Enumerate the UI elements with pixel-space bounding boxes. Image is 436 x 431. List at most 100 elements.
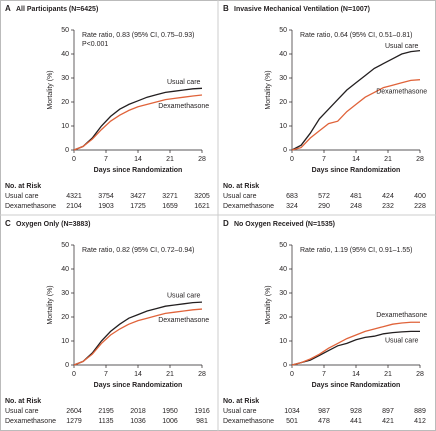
risk-value: 324 [286,203,298,210]
risk-row-label: Dexamethasone [223,418,274,425]
y-tick-label: 40 [279,266,287,273]
risk-value: 1903 [98,203,114,210]
y-axis-label: Mortality (%) [265,285,272,324]
panel-label: C [5,219,11,228]
x-tick-label: 7 [104,156,108,163]
risk-value: 1621 [194,203,210,210]
y-tick-label: 0 [283,147,287,154]
annotation: Rate ratio, 0.64 (95% CI, 0.51–0.81) [300,32,412,39]
risk-value: 1036 [130,418,146,425]
risk-value: 928 [350,408,362,415]
risk-value: 889 [414,408,426,415]
y-tick-label: 50 [279,242,287,249]
y-tick-label: 50 [279,27,287,34]
series-label: Usual care [167,293,201,300]
risk-value: 400 [414,193,426,200]
risk-value: 987 [318,408,330,415]
y-tick-label: 0 [65,147,69,154]
y-tick-label: 20 [61,314,69,321]
x-tick-label: 0 [290,156,294,163]
series-label: Usual care [385,43,419,50]
risk-row-label: Usual care [5,193,39,200]
risk-value: 2018 [130,408,146,415]
y-tick-label: 10 [279,338,287,345]
risk-value: 4321 [66,193,82,200]
risk-table-title: No. at Risk [223,183,259,190]
risk-value: 2195 [98,408,114,415]
y-tick-label: 30 [61,290,69,297]
risk-row-label: Dexamethasone [223,203,274,210]
x-tick-label: 28 [198,156,206,163]
annotation: Rate ratio, 1.19 (95% CI, 0.91–1.55) [300,247,412,254]
annotation: Rate ratio, 0.82 (95% CI, 0.72–0.94) [82,247,194,254]
y-tick-label: 20 [61,99,69,106]
risk-value: 290 [318,203,330,210]
risk-value: 1725 [130,203,146,210]
x-tick-label: 14 [352,156,360,163]
risk-value: 232 [382,203,394,210]
series-label: Dexamethasone [376,312,427,319]
x-tick-label: 21 [166,156,174,163]
risk-value: 897 [382,408,394,415]
panel-label: B [223,4,229,13]
risk-value: 981 [196,418,208,425]
risk-value: 3271 [162,193,178,200]
risk-value: 424 [382,193,394,200]
risk-value: 1279 [66,418,82,425]
annotation: P<0.001 [82,41,108,48]
risk-value: 1950 [162,408,178,415]
y-tick-label: 10 [61,123,69,130]
risk-value: 2604 [66,408,82,415]
y-tick-label: 10 [61,338,69,345]
y-tick-label: 50 [61,242,69,249]
survival-curve [73,87,203,151]
series-label: Dexamethasone [158,317,209,324]
x-axis-label: Days since Randomization [312,167,401,174]
y-tick-label: 30 [61,75,69,82]
x-axis-label: Days since Randomization [94,382,183,389]
y-axis-label: Mortality (%) [47,70,54,109]
survival-curve [73,308,203,366]
x-tick-label: 14 [134,156,142,163]
series-label: Dexamethasone [376,89,427,96]
y-tick-label: 0 [65,362,69,369]
y-tick-label: 40 [61,266,69,273]
y-tick-label: 10 [279,123,287,130]
risk-value: 1916 [194,408,210,415]
y-tick-label: 40 [279,51,287,58]
x-tick-label: 14 [352,371,360,378]
panel-title: Oxygen Only (N=3883) [16,221,91,228]
survival-curve [73,94,203,151]
risk-value: 3427 [130,193,146,200]
x-tick-label: 7 [322,371,326,378]
survival-curve [291,79,421,151]
y-tick-label: 30 [279,290,287,297]
survival-curve [291,49,421,151]
annotation: Rate ratio, 0.83 (95% CI, 0.75–0.93) [82,32,194,39]
x-tick-label: 21 [384,371,392,378]
risk-table-title: No. at Risk [5,183,41,190]
x-tick-label: 0 [72,156,76,163]
risk-value: 441 [350,418,362,425]
risk-value: 572 [318,193,330,200]
y-tick-label: 0 [283,362,287,369]
y-axis-label: Mortality (%) [265,70,272,109]
x-tick-label: 7 [104,371,108,378]
risk-table-title: No. at Risk [223,398,259,405]
risk-value: 3754 [98,193,114,200]
x-tick-label: 28 [198,371,206,378]
risk-row-label: Usual care [223,408,257,415]
x-tick-label: 0 [72,371,76,378]
risk-row-label: Usual care [223,193,257,200]
risk-value: 248 [350,203,362,210]
risk-value: 421 [382,418,394,425]
panel-title: No Oxygen Received (N=1535) [234,221,335,228]
risk-value: 683 [286,193,298,200]
series-label: Dexamethasone [158,103,209,110]
survival-curve [291,321,420,366]
risk-value: 3205 [194,193,210,200]
y-tick-label: 20 [279,99,287,106]
panel-title: All Participants (N=6425) [16,6,98,13]
series-label: Usual care [385,338,419,345]
